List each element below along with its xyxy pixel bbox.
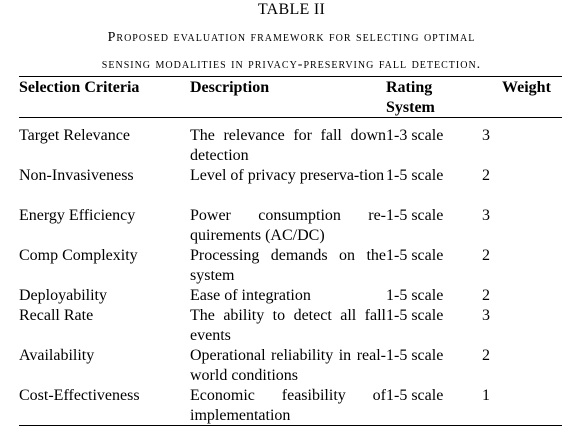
table-caption-line-2: sensing modalities in privacy-preserving… — [101, 57, 482, 72]
table-header-row: Selection Criteria Description Rating Sy… — [19, 78, 562, 118]
weight-cell: 2 — [482, 287, 490, 304]
rating-cell: 1-5 scale — [386, 307, 444, 324]
weight-cell: 3 — [482, 207, 490, 224]
table-row: Comp Complexity Processing demands on th… — [19, 246, 562, 286]
header-description: Description — [190, 79, 270, 96]
table-row: Non-Invasiveness Level of privacy preser… — [19, 166, 562, 206]
weight-cell: 2 — [482, 167, 490, 184]
description-cell: Ease of integration — [190, 287, 311, 304]
rating-cell: 1-5 scale — [386, 167, 444, 184]
rating-cell: 1-5 scale — [386, 207, 444, 224]
table-row: Deployability Ease of integration 1-5 sc… — [19, 286, 562, 306]
table-bottom-rule — [19, 425, 562, 426]
criteria-cell: Non-Invasiveness — [19, 167, 134, 184]
rating-cell: 1-5 scale — [386, 287, 444, 304]
description-cell: The relevance for fall down detection — [190, 127, 386, 164]
rating-cell: 1-5 scale — [386, 247, 444, 264]
table-row: Energy Efficiency Power consumption re-q… — [19, 206, 562, 246]
table-row: Cost-Effectiveness Economic feasibility … — [19, 386, 562, 426]
header-selection-criteria: Selection Criteria — [19, 79, 140, 96]
table-top-rule — [19, 76, 562, 77]
header-weight: Weight — [502, 79, 551, 96]
weight-cell: 1 — [482, 387, 490, 404]
criteria-cell: Recall Rate — [19, 307, 94, 324]
table-row: Target Relevance The relevance for fall … — [19, 126, 562, 166]
description-cell: The ability to detect all fall events — [190, 307, 386, 344]
evaluation-framework-table: Selection Criteria Description Rating Sy… — [19, 78, 562, 426]
table-header-rule — [19, 117, 562, 118]
weight-cell: 3 — [482, 307, 490, 324]
table-row: Recall Rate The ability to detect all fa… — [19, 306, 562, 346]
weight-cell: 2 — [482, 247, 490, 264]
description-cell: Processing demands on the system — [190, 247, 386, 284]
description-cell: Level of privacy preserva-tion — [190, 167, 385, 184]
description-cell: Economic feasibility of implementation — [190, 387, 386, 424]
table-row: Availability Operational reliability in … — [19, 346, 562, 386]
criteria-cell: Availability — [19, 347, 95, 364]
description-cell: Operational reliability in real-world co… — [190, 347, 386, 384]
criteria-cell: Target Relevance — [19, 127, 130, 144]
criteria-cell: Cost-Effectiveness — [19, 387, 140, 404]
criteria-cell: Energy Efficiency — [19, 207, 136, 224]
criteria-cell: Deployability — [19, 287, 107, 304]
rating-cell: 1-5 scale — [386, 347, 444, 364]
rating-cell: 1-5 scale — [386, 387, 444, 404]
criteria-cell: Comp Complexity — [19, 247, 138, 264]
header-rating-system: Rating System — [386, 79, 435, 116]
rating-cell: 1-3 scale — [386, 127, 444, 144]
description-cell: Power consumption re-quirements (AC/DC) — [190, 207, 386, 244]
weight-cell: 2 — [482, 347, 490, 364]
table-caption-line-1: Proposed evaluation framework for select… — [107, 30, 476, 45]
table-label: TABLE II — [257, 1, 326, 18]
weight-cell: 3 — [482, 127, 490, 144]
